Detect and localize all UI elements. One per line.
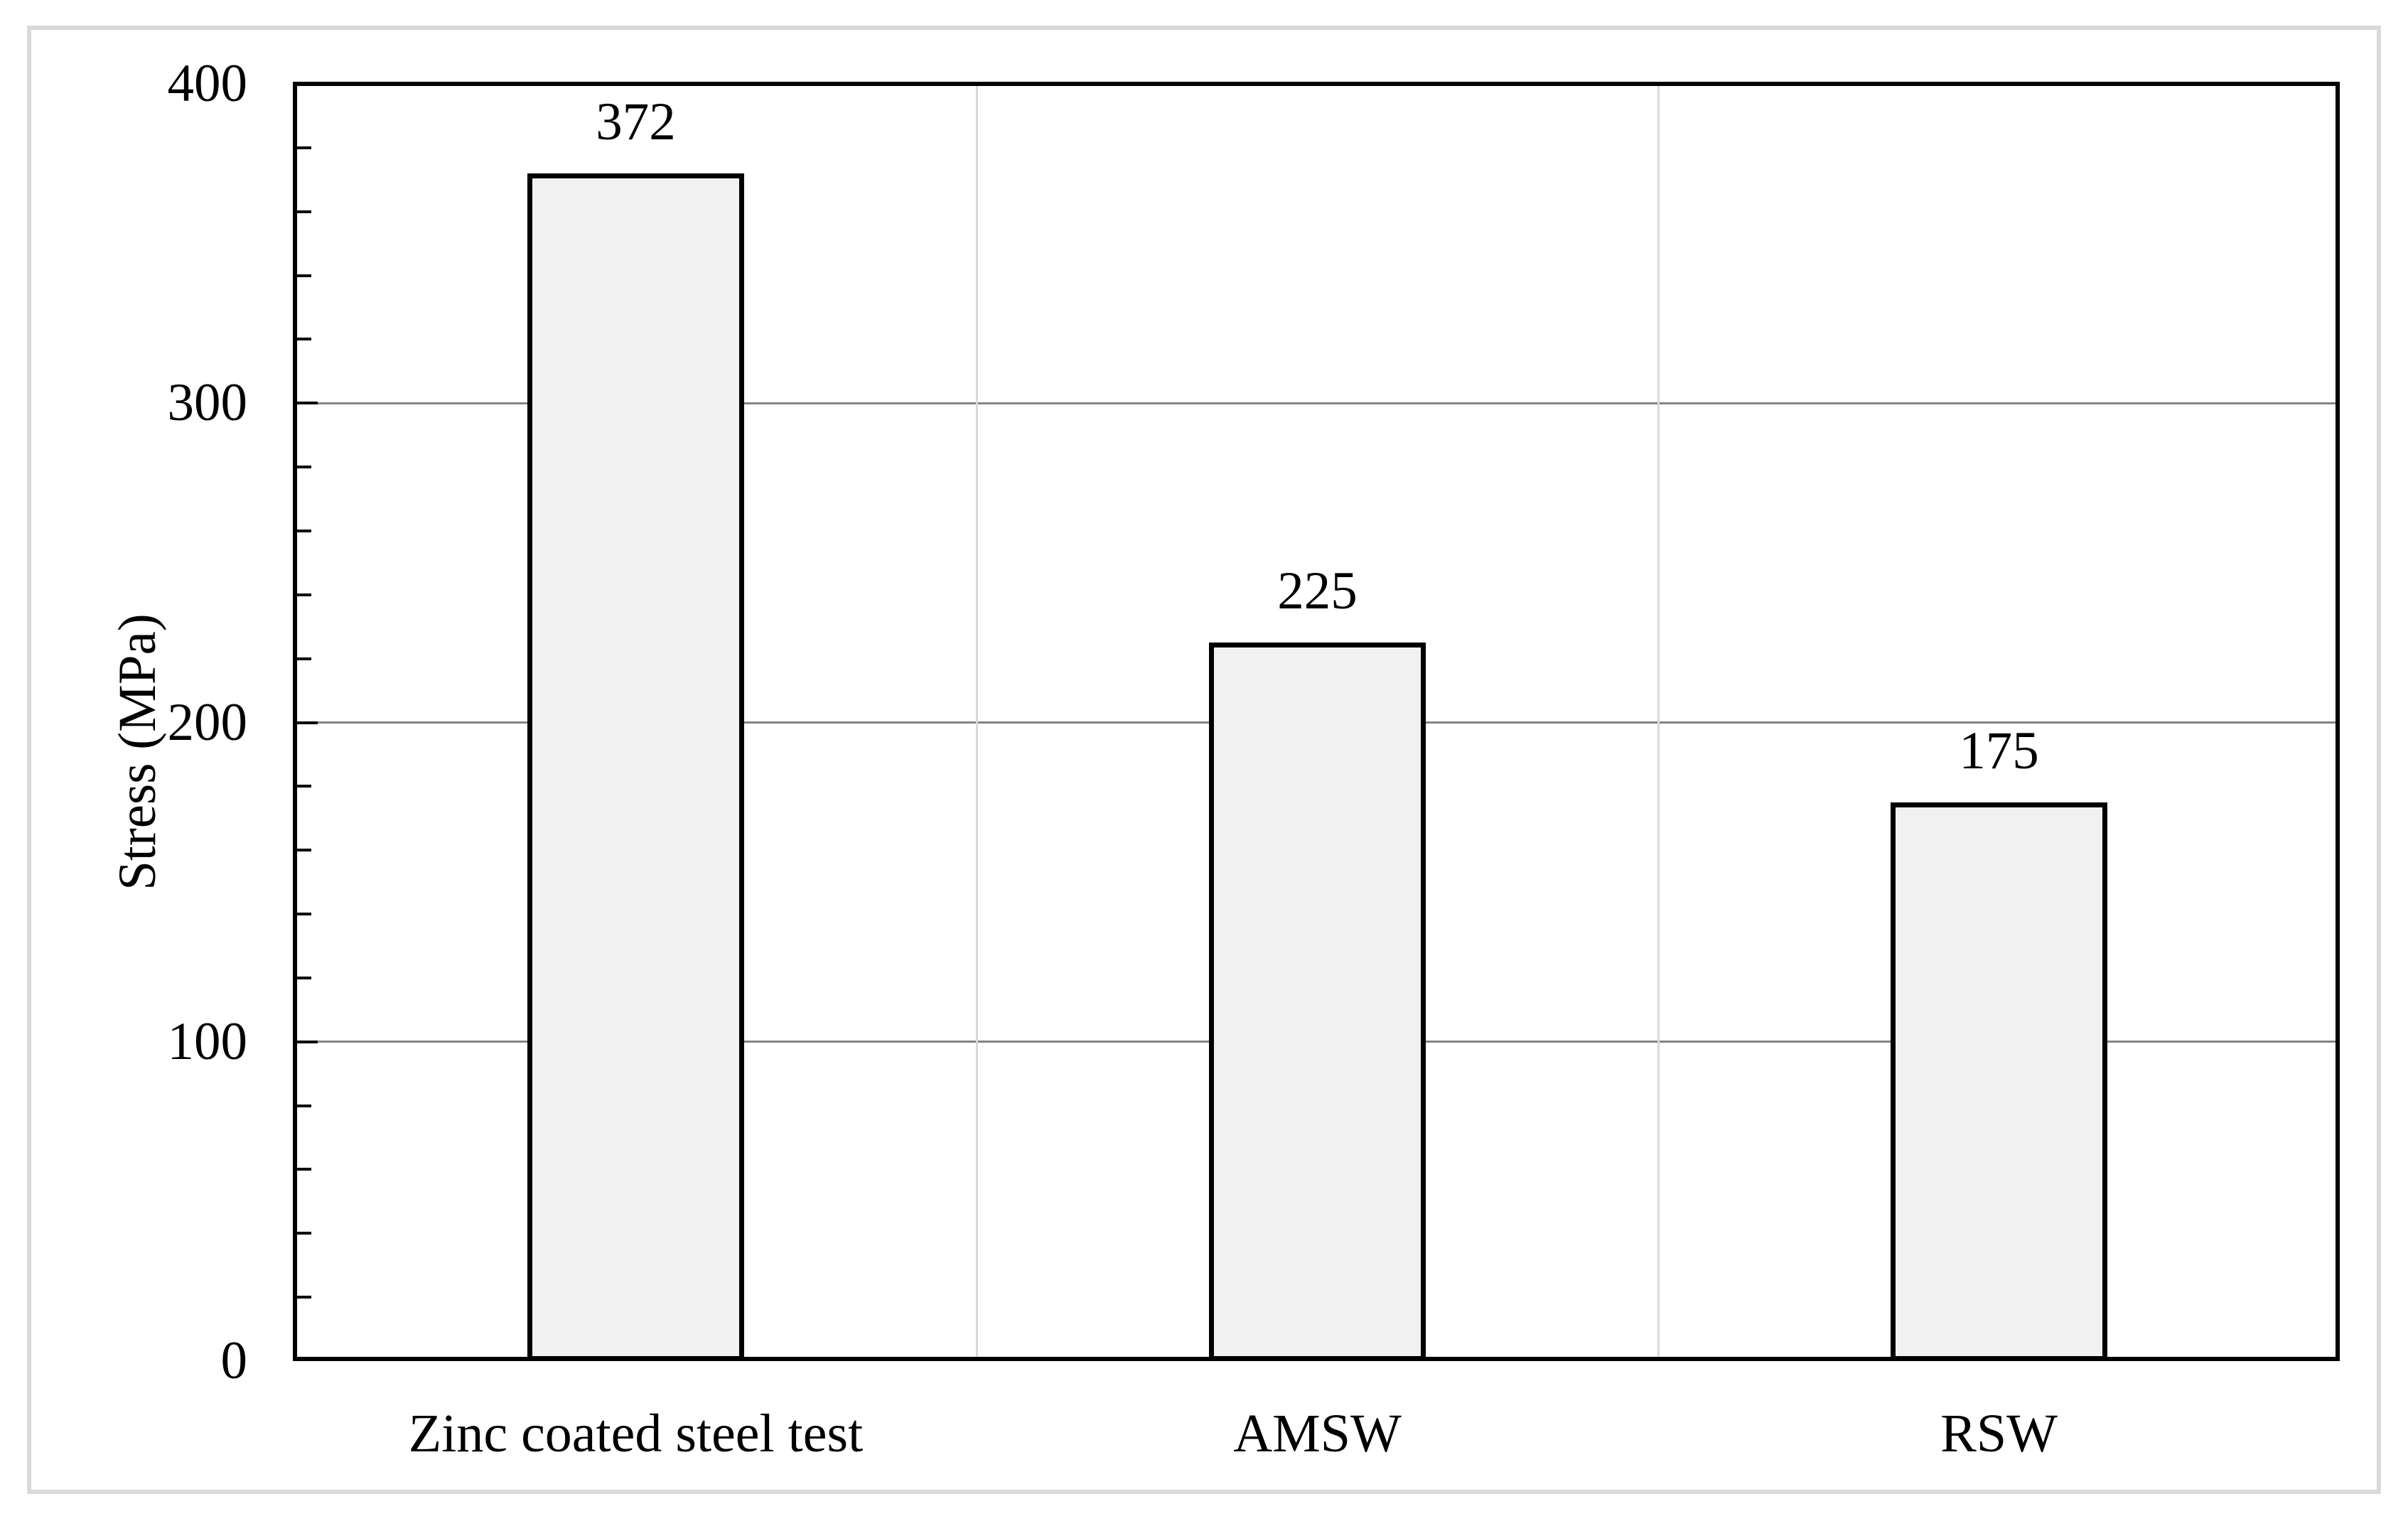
y-axis-minor-tick: [295, 529, 311, 532]
y-axis-minor-tick: [295, 466, 311, 469]
bar-amsw: [1209, 643, 1426, 1361]
y-axis-minor-tick: [295, 1232, 311, 1235]
bar-value-label: 225: [1277, 561, 1358, 621]
category-axis-label: AMSW: [1233, 1404, 1402, 1463]
y-axis-minor-tick: [295, 210, 311, 213]
bar-value-label: 175: [1959, 721, 2039, 780]
y-axis-minor-tick: [295, 1296, 311, 1299]
y-axis-minor-tick: [295, 1168, 311, 1171]
y-axis-minor-tick: [295, 593, 311, 596]
y-axis-minor-tick: [295, 913, 311, 916]
category-axis-label: RSW: [1940, 1404, 2058, 1463]
y-tick-label: 300: [167, 373, 248, 433]
y-axis-minor-tick: [295, 976, 311, 979]
y-axis-minor-tick: [295, 785, 311, 788]
y-axis-minor-tick: [295, 274, 311, 277]
y-axis-minor-tick: [295, 146, 311, 149]
y-axis-major-tick: [295, 721, 318, 724]
bar-value-label: 372: [596, 92, 676, 151]
y-axis-minor-tick: [295, 849, 311, 852]
bar-zinc-coated-steel-test: [527, 173, 744, 1361]
y-tick-label: 200: [167, 692, 248, 752]
category-gridline: [1657, 86, 1660, 1359]
y-axis-minor-tick: [295, 338, 311, 341]
y-axis-major-tick: [295, 402, 318, 405]
major-gridline: [297, 402, 2338, 404]
bar-rsw: [1891, 802, 2107, 1361]
y-axis-major-tick: [295, 1040, 318, 1043]
y-tick-label: 100: [167, 1011, 248, 1071]
y-axis-minor-tick: [295, 657, 311, 660]
category-gridline: [975, 86, 978, 1359]
category-axis-label: Zinc coated steel test: [408, 1404, 864, 1463]
y-tick-label: 400: [167, 54, 248, 113]
y-axis-minor-tick: [295, 1104, 311, 1107]
y-tick-label: 0: [220, 1331, 248, 1390]
